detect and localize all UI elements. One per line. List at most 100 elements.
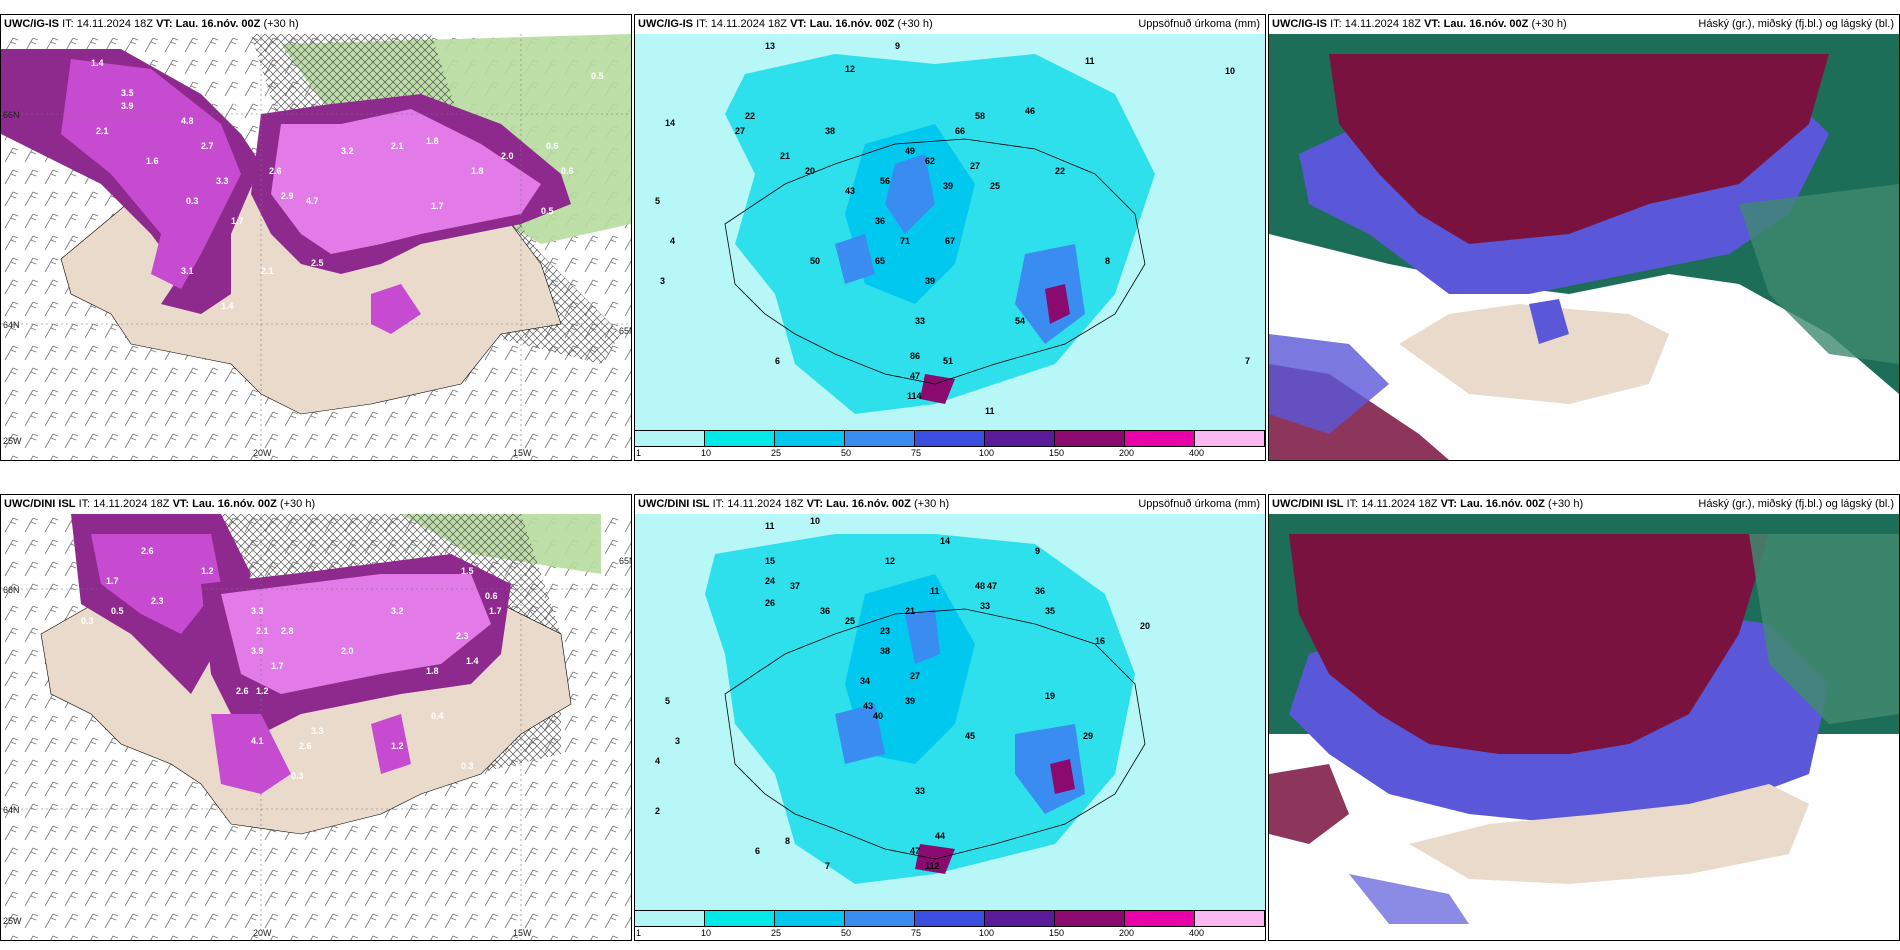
- map-cloud-cover: [1269, 514, 1899, 940]
- it-label: IT:: [1330, 18, 1342, 30]
- grid-label-15w: 15W: [513, 448, 532, 458]
- value-label: 22: [1055, 166, 1065, 176]
- value-label: 62: [925, 156, 935, 166]
- colorbar-labels: 1 10 25 50 75 100 150 200 400: [635, 448, 1265, 460]
- colorbar-swatch: [915, 431, 985, 446]
- vt-label: VT:: [806, 498, 824, 510]
- model-name: UWC/DINI ISL: [638, 498, 710, 510]
- it-value: 14.11.2024 18Z: [1361, 498, 1438, 510]
- value-label: 20: [1140, 621, 1150, 631]
- value-label: 3.5: [121, 88, 134, 98]
- value-label: 56: [880, 176, 890, 186]
- vt-value: Lau. 16.nóv. 00Z: [826, 498, 911, 510]
- model-name: UWC/DINI ISL: [4, 498, 76, 510]
- value-label: 2.3: [151, 596, 164, 606]
- value-label: 46: [1025, 106, 1035, 116]
- value-label: 49: [905, 146, 915, 156]
- value-label: 43: [863, 701, 873, 711]
- value-label: 4.1: [251, 736, 264, 746]
- value-label: 2.6: [141, 546, 154, 556]
- value-label: 12: [845, 64, 855, 74]
- colorbar-swatch: [775, 431, 845, 446]
- grid-label-25w: 25W: [3, 436, 22, 446]
- value-label: 1.6: [146, 156, 159, 166]
- value-label: 2.6: [236, 686, 249, 696]
- value-label: 45: [965, 731, 975, 741]
- value-label: 58: [975, 111, 985, 121]
- value-label: 3: [660, 276, 665, 286]
- value-label: 1.4: [221, 301, 234, 311]
- vt-value: Lau. 16.nóv. 00Z: [175, 18, 261, 30]
- vt-value: Lau. 16.nóv. 00Z: [809, 18, 895, 30]
- panel-header: UWC/IG-IS IT: 14.11.2024 18Z VT: Lau. 16…: [635, 15, 1265, 34]
- vt-label: VT:: [172, 498, 190, 510]
- panel-header: UWC/DINI ISL IT: 14.11.2024 18Z VT: Lau.…: [635, 495, 1265, 514]
- value-label: 16: [1095, 636, 1105, 646]
- value-label: 8: [785, 836, 790, 846]
- value-label: 51: [943, 356, 953, 366]
- colorbar-swatch: [775, 911, 845, 926]
- value-label: 21: [905, 606, 915, 616]
- forecast-offset: (+30 h): [1531, 18, 1567, 30]
- colorbar-label: 50: [841, 928, 852, 938]
- forecast-offset: (+30 h): [897, 18, 933, 30]
- map-cloud-cover: [1269, 34, 1899, 460]
- value-label: 0.6: [561, 166, 574, 176]
- value-label: 1.7: [231, 216, 244, 226]
- colorbar-label: 10: [701, 928, 712, 938]
- grid-label-25w: 25W: [3, 916, 22, 926]
- map-precip-type: 66N 64N 25W 20W 15W 65N 2.6 1.2 2.3 1.7 …: [1, 514, 631, 940]
- colorbar-swatch: [1125, 911, 1195, 926]
- value-label: 0.3: [291, 771, 304, 781]
- value-label: 2.0: [341, 646, 354, 656]
- grid-label-65n: 65N: [619, 556, 631, 566]
- value-label: 6: [775, 356, 780, 366]
- colorbar-label: 1: [636, 928, 642, 938]
- value-label: 47: [987, 581, 997, 591]
- panel-header: UWC/DINI ISL IT: 14.11.2024 18Z VT: Lau.…: [1, 495, 631, 514]
- value-label: 27: [735, 126, 745, 136]
- value-label: 44: [935, 831, 945, 841]
- value-label: 1.7: [106, 576, 119, 586]
- it-label: IT:: [78, 498, 91, 510]
- value-label: 0.3: [186, 196, 199, 206]
- value-label: 27: [970, 161, 980, 171]
- value-label: 0.6: [485, 591, 498, 601]
- grid-label-15w: 15W: [513, 928, 532, 938]
- value-label: 1.4: [91, 58, 104, 68]
- value-label: 26: [765, 598, 775, 608]
- colorbar-swatches: [635, 430, 1265, 447]
- value-label: 29: [1083, 731, 1093, 741]
- value-label: 36: [820, 606, 830, 616]
- value-label: 1.8: [426, 666, 439, 676]
- iceland-outline: [724, 138, 1146, 385]
- value-label: 19: [1045, 691, 1055, 701]
- colorbar-swatch: [845, 431, 915, 446]
- value-label: 33: [980, 601, 990, 611]
- value-label: 1.8: [426, 136, 439, 146]
- colorbar-label: 400: [1189, 928, 1205, 938]
- colorbar-label: 50: [841, 448, 852, 458]
- value-label: 38: [825, 126, 835, 136]
- vt-label: VT:: [1424, 18, 1441, 30]
- value-label: 36: [1035, 586, 1045, 596]
- colorbar-legend: 1 10 25 50 75 100 150 200 400: [635, 910, 1265, 940]
- it-value: 14.11.2024 18Z: [727, 498, 804, 510]
- value-label: 22: [745, 111, 755, 121]
- model-name: UWC/IG-IS: [4, 18, 59, 30]
- panel-precip-type-row2: UWC/DINI ISL IT: 14.11.2024 18Z VT: Lau.…: [0, 494, 632, 941]
- value-label: 34: [860, 676, 870, 686]
- value-label: 1.2: [256, 686, 269, 696]
- vt-label: VT:: [156, 18, 173, 30]
- value-label: 39: [925, 276, 935, 286]
- value-label: 2: [655, 806, 660, 816]
- value-label: 0.3: [461, 761, 474, 771]
- value-label: 2.8: [281, 626, 294, 636]
- value-label: 8: [1105, 256, 1110, 266]
- value-label: 48: [975, 581, 985, 591]
- value-label: 10: [810, 516, 820, 526]
- value-label: 37: [790, 581, 800, 591]
- value-label: 4: [670, 236, 675, 246]
- value-label: 0.5: [541, 206, 554, 216]
- panel-accumulated-precip-row2: UWC/DINI ISL IT: 14.11.2024 18Z VT: Lau.…: [634, 494, 1266, 941]
